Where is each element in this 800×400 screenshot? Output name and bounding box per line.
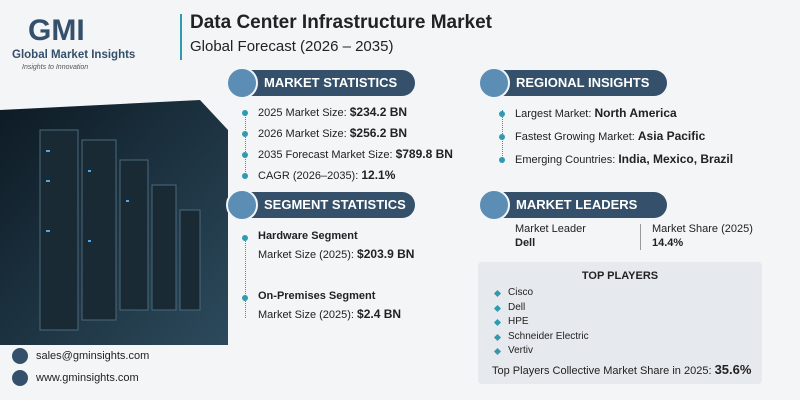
section-heading: REGIONAL INSIGHTS	[478, 67, 667, 99]
stat: Fastest Growing Market: Asia Pacific	[515, 129, 705, 143]
share-label: Market Share (2025)	[652, 223, 753, 235]
stat-label: Market Size (2025):	[258, 249, 354, 261]
stat-label: CAGR (2026–2035):	[258, 170, 359, 182]
timeline	[245, 236, 246, 318]
website: www.gminsights.com	[36, 372, 139, 384]
collective-label: Top Players Collective Market Share in 2…	[492, 365, 712, 377]
divider	[180, 14, 182, 60]
section-heading: MARKET STATISTICS	[226, 67, 415, 99]
stat-label: Market Size (2025):	[258, 309, 354, 321]
web-icon	[12, 370, 28, 386]
player: Cisco	[508, 287, 534, 298]
stat: Emerging Countries: India, Mexico, Brazi…	[515, 152, 733, 166]
bullet	[242, 173, 248, 179]
share: 14.4%	[652, 237, 684, 249]
leader-label: Market Leader	[515, 223, 586, 235]
player: Vertiv	[508, 345, 534, 356]
stat: Largest Market: North America	[515, 106, 677, 120]
bullet	[499, 111, 505, 117]
section-heading: SEGMENT STATISTICS	[226, 189, 415, 221]
player: HPE	[508, 316, 529, 327]
stat-value: 12.1%	[361, 168, 396, 182]
stat: 2025 Market Size: $234.2 BN	[258, 105, 407, 119]
top-players-heading: TOP PLAYERS	[581, 270, 659, 282]
stat-value: India, Mexico, Brazil	[618, 152, 734, 166]
logo: GMI	[28, 14, 85, 47]
collective-value: 35.6%	[714, 362, 752, 377]
bullet	[242, 110, 248, 116]
collective: Top Players Collective Market Share in 2…	[492, 362, 751, 377]
stat-value: $2.4 BN	[357, 307, 402, 321]
segment-name: Hardware Segment	[258, 230, 358, 242]
leader: Dell	[515, 237, 536, 249]
subtitle: Global Forecast (2026 – 2035)	[190, 38, 394, 55]
email-icon	[12, 348, 28, 364]
stat: 2026 Market Size: $256.2 BN	[258, 126, 407, 140]
stat: Market Size (2025): $2.4 BN	[258, 307, 401, 321]
brand-name: Global Market Insights	[12, 49, 136, 61]
stat-value: $789.8 BN	[395, 147, 453, 161]
server-image	[0, 100, 228, 345]
bullet	[499, 134, 505, 140]
bullet	[242, 295, 248, 301]
stat: CAGR (2026–2035): 12.1%	[258, 168, 395, 182]
stat-label: 2026 Market Size:	[258, 128, 347, 140]
separator	[640, 224, 641, 250]
player: Schneider Electric	[508, 330, 589, 342]
heading-text: SEGMENT STATISTICS	[264, 197, 406, 212]
bullet	[242, 131, 248, 137]
title: Data Center Infrastructure Market	[190, 12, 492, 33]
bullet	[242, 152, 248, 158]
top-players-box	[478, 262, 762, 384]
heading-text: MARKET STATISTICS	[264, 75, 398, 90]
stat: 2035 Forecast Market Size: $789.8 BN	[258, 147, 453, 161]
stat-value: $234.2 BN	[349, 105, 408, 119]
stat: Market Size (2025): $203.9 BN	[258, 247, 414, 261]
stat-value: $203.9 BN	[357, 247, 415, 261]
bullet	[242, 235, 248, 241]
stat-value: Asia Pacific	[637, 129, 706, 143]
stat-label: 2035 Forecast Market Size:	[258, 149, 393, 161]
heading-text: REGIONAL INSIGHTS	[516, 75, 650, 90]
bullet	[499, 157, 505, 163]
heading-text: MARKET LEADERS	[516, 197, 638, 212]
stat-label: Fastest Growing Market:	[515, 131, 635, 143]
stat-value: North America	[594, 106, 677, 120]
email: sales@gminsights.com	[36, 350, 150, 362]
stat-label: Emerging Countries:	[515, 154, 616, 166]
segment-name: On-Premises Segment	[258, 290, 376, 302]
section-heading: MARKET LEADERS	[478, 189, 667, 221]
brand-tagline: Insights to Innovation	[22, 64, 89, 71]
stat-label: Largest Market:	[515, 108, 592, 120]
stat-value: $256.2 BN	[349, 126, 408, 140]
player: Dell	[508, 301, 526, 313]
timeline	[245, 110, 246, 178]
stat-label: 2025 Market Size:	[258, 107, 347, 119]
